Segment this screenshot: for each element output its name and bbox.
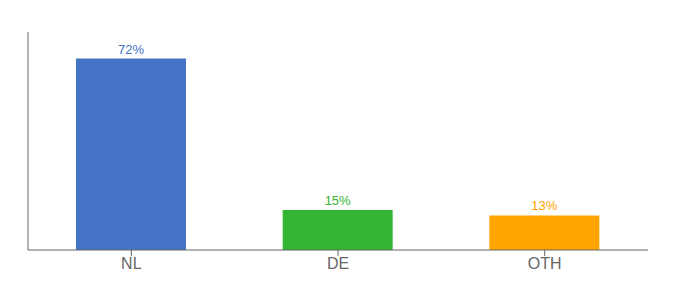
svg-text:NL: NL	[121, 255, 142, 272]
svg-text:13%: 13%	[531, 198, 557, 213]
svg-text:OTH: OTH	[528, 255, 562, 272]
svg-text:DE: DE	[327, 255, 349, 272]
svg-text:72%: 72%	[118, 42, 144, 57]
svg-text:15%: 15%	[325, 193, 351, 208]
